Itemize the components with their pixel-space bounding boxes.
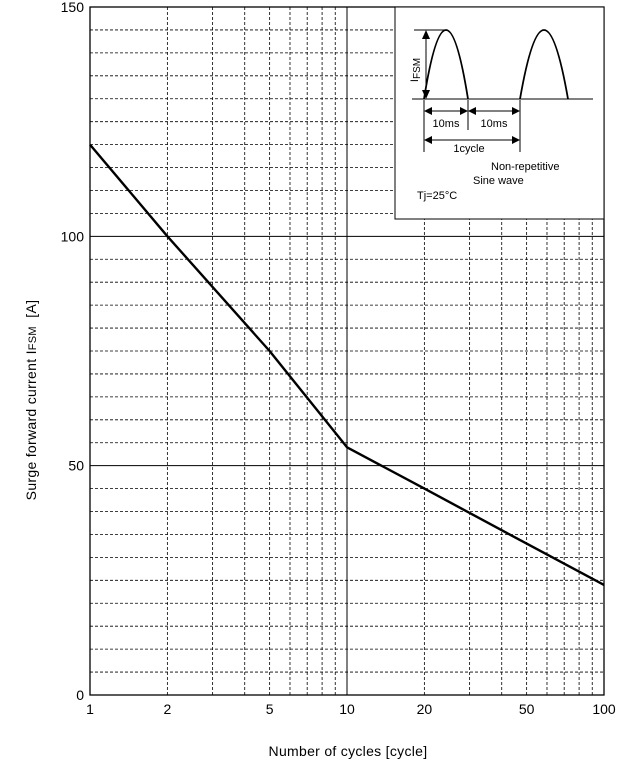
y-axis-label: Surge forward current IFSM [A] <box>23 299 39 501</box>
x-axis-label: Number of cycles [cycle] <box>268 743 428 759</box>
inset-dim-arrowhead <box>460 107 468 115</box>
inset-cycle-arrowhead <box>424 136 432 144</box>
y-tick-label: 150 <box>61 0 85 15</box>
plot-frame <box>89 6 605 696</box>
x-tick-label: 2 <box>163 701 171 717</box>
x-tick-labels: 1 2 5 10 20 50 100 <box>86 701 616 717</box>
grid <box>90 7 604 695</box>
y-tick-label: 50 <box>68 458 84 474</box>
inset-cycle-label: 1cycle <box>453 143 484 155</box>
x-tick-label: 10 <box>339 701 355 717</box>
inset-dim-arrowhead <box>424 107 432 115</box>
y-tick-label: 100 <box>61 228 85 244</box>
x-tick-label: 1 <box>86 701 94 717</box>
inset-note-2: Sine wave <box>473 175 524 187</box>
inset-half-period-2: 10ms <box>481 118 508 130</box>
x-tick-label: 5 <box>266 701 274 717</box>
inset-half-sine-2 <box>519 29 569 100</box>
inset-ifsm-label: IFSM <box>409 58 423 82</box>
series-line <box>89 143 605 586</box>
inset-diagram: IFSM 10ms 10ms 1cycle Non-repetitive Sin… <box>394 6 605 220</box>
inset-half-period-1: 10ms <box>433 118 460 130</box>
series-layer <box>89 143 605 586</box>
inset-ifsm-arrowhead-bottom <box>422 90 430 99</box>
inset-note-1: Non-repetitive <box>491 161 559 173</box>
inset-dim-arrowhead <box>468 107 476 115</box>
x-tick-label: 100 <box>592 701 616 717</box>
inset-ifsm-arrowhead-top <box>422 30 430 39</box>
y-tick-label: 0 <box>76 687 84 703</box>
x-tick-label: 20 <box>417 701 433 717</box>
x-tick-label: 50 <box>519 701 535 717</box>
inset-tj: Tj=25°C <box>417 190 457 202</box>
y-tick-labels: 0 50 100 150 <box>61 0 85 703</box>
inset-cycle-arrowhead <box>512 136 520 144</box>
inset-dim-arrowhead <box>512 107 520 115</box>
